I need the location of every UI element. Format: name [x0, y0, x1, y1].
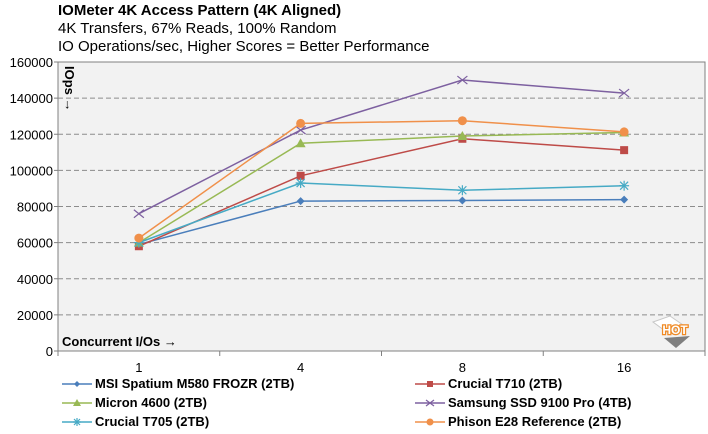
- legend-item: Micron 4600 (2TB): [62, 393, 207, 412]
- data-point-x: [295, 125, 306, 135]
- chart-subtitle-2: IO Operations/sec, Higher Scores = Bette…: [58, 38, 430, 55]
- gridlines: [58, 97, 705, 316]
- series-line: [138, 79, 625, 215]
- y-tick-label: 80000: [17, 200, 53, 215]
- data-point-triangle: [73, 398, 81, 406]
- x-tick-label: 16: [617, 360, 631, 375]
- chart-titles: IOMeter 4K Access Pattern (4K Aligned) 4…: [58, 2, 429, 56]
- y-tick-label: 20000: [17, 308, 53, 323]
- series-5: [134, 116, 629, 243]
- y-tick-label: 0: [46, 344, 53, 359]
- data-point-triangle: [295, 138, 306, 148]
- data-point-x: [133, 209, 145, 219]
- y-axis: 0 20000 40000 60000 80000 100000 120000 140000 1…: [10, 55, 58, 359]
- data-point-circle: [426, 418, 434, 425]
- series-group: [133, 75, 630, 251]
- x-tick-label: 1: [135, 360, 142, 375]
- legend-swatch-icon: [415, 380, 445, 387]
- chart-title: IOMeter 4K Access Pattern (4K Aligned): [58, 2, 342, 19]
- data-point-star: [457, 185, 468, 196]
- legend-swatch-icon: [62, 398, 92, 406]
- y-tick-label: 60000: [17, 236, 53, 251]
- data-point-triangle: [457, 131, 468, 141]
- series-line: [138, 182, 625, 244]
- legend: MSI Spatium M580 FROZR (2TB) Crucial T710…: [0, 374, 708, 434]
- data-point-circle: [134, 233, 144, 243]
- data-point-square: [427, 380, 433, 387]
- y-tick-label: 100000: [10, 163, 53, 178]
- legend-label: Crucial T710 (2TB): [448, 376, 563, 391]
- series-line: [138, 131, 625, 244]
- legend-label: Samsung SSD 9100 Pro (4TB): [448, 395, 632, 410]
- data-point-star: [73, 417, 81, 426]
- series-3: [133, 75, 630, 219]
- legend-item: Phison E28 Reference (2TB): [415, 412, 621, 431]
- legend-item: Crucial T710 (2TB): [415, 374, 562, 393]
- legend-swatch-icon: [62, 417, 92, 426]
- series-line: [138, 119, 625, 239]
- legend-label: MSI Spatium M580 FROZR (2TB): [95, 376, 295, 391]
- data-point-x: [425, 399, 435, 406]
- y-axis-label: IOps →: [62, 66, 77, 112]
- legend-swatch-icon: [415, 399, 445, 406]
- data-point-diamond: [458, 196, 467, 205]
- legend-label: Phison E28 Reference (2TB): [448, 414, 622, 429]
- x-axis: 1 4 8 16: [57, 350, 706, 375]
- legend-item: Samsung SSD 9100 Pro (4TB): [415, 393, 632, 412]
- data-point-diamond: [296, 197, 305, 206]
- legend-swatch-icon: [62, 380, 92, 387]
- data-point-square: [620, 146, 629, 155]
- x-tick-label: 4: [297, 360, 304, 375]
- data-point-x: [618, 88, 630, 98]
- data-point-star: [295, 178, 306, 189]
- hot-watermark: HOT: [651, 315, 690, 348]
- y-tick-label: 40000: [17, 272, 53, 287]
- series-4: [133, 178, 630, 248]
- data-point-diamond: [74, 380, 80, 387]
- data-point-square: [296, 171, 305, 180]
- data-point-circle: [296, 118, 306, 128]
- chart-subtitle: 4K Transfers, 67% Reads, 100% Random: [58, 20, 337, 37]
- legend-label: Crucial T705 (2TB): [95, 414, 210, 429]
- data-point-circle: [457, 116, 467, 126]
- x-tick-label: 8: [459, 360, 466, 375]
- y-tick-label: 120000: [10, 127, 53, 142]
- watermark-back-shape: [651, 315, 684, 334]
- data-point-x: [457, 75, 468, 85]
- series-line: [138, 138, 625, 247]
- data-point-circle: [619, 127, 629, 137]
- y-tick-label: 160000: [10, 55, 53, 70]
- legend-item: MSI Spatium M580 FROZR (2TB): [62, 374, 294, 393]
- watermark-text: HOT: [662, 323, 688, 337]
- x-axis-label: Concurrent I/Os →: [62, 334, 177, 349]
- y-tick-label: 140000: [10, 91, 53, 106]
- legend-item: Crucial T705 (2TB): [62, 412, 209, 431]
- data-point-star: [619, 180, 630, 191]
- watermark-shadow-shape: [664, 336, 690, 348]
- legend-label: Micron 4600 (2TB): [95, 395, 207, 410]
- legend-swatch-icon: [415, 418, 445, 425]
- data-point-diamond: [620, 195, 629, 204]
- series-line: [138, 198, 625, 246]
